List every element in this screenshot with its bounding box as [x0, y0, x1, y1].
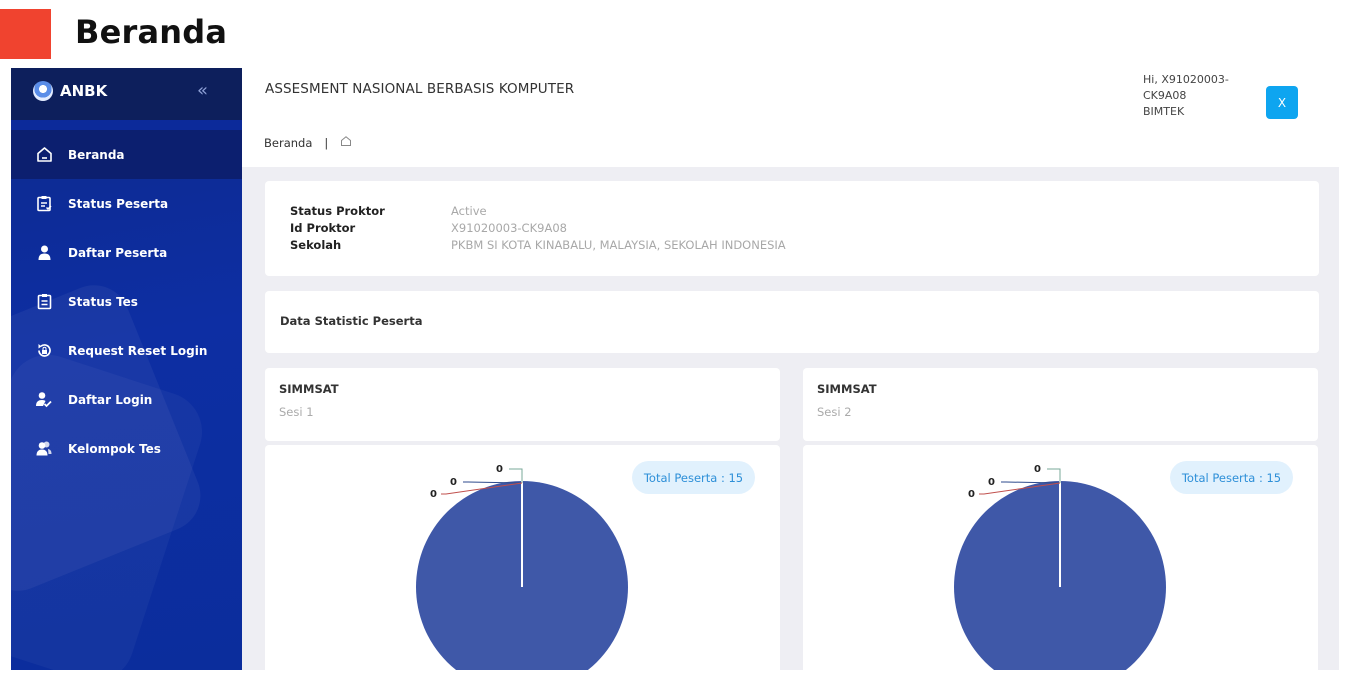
sidebar-item-label: Status Tes: [68, 294, 138, 309]
user-avatar-button[interactable]: X: [1266, 86, 1298, 119]
info-row: Status Proktor Active: [290, 204, 487, 218]
sidebar-item-label: Daftar Login: [68, 392, 153, 407]
sidebar-item-label: Kelompok Tes: [68, 441, 161, 456]
total-peserta-badge: Total Peserta : 15: [632, 461, 755, 494]
statistic-title: Data Statistic Peserta: [280, 314, 423, 328]
sidebar-item-kelompok-tes[interactable]: Kelompok Tes: [11, 424, 242, 473]
pie-data-label: 0: [988, 477, 995, 488]
app-window: ANBK « Beranda Status Peserta: [11, 68, 1339, 670]
home-outline-icon[interactable]: [340, 135, 352, 150]
pie-chart: 0 0 0: [954, 464, 1166, 670]
sidebar-nav: Beranda Status Peserta Daftar Peserta: [11, 130, 242, 473]
sidebar-item-beranda[interactable]: Beranda: [11, 130, 242, 179]
session-subtitle: Sesi 2: [817, 405, 852, 419]
statistic-card: Data Statistic Peserta: [265, 291, 1319, 353]
info-value: X91020003-CK9A08: [451, 221, 567, 235]
reset-icon: [35, 342, 53, 360]
session-chart-card-1: 0 0 0 Total Peserta : 15: [265, 445, 780, 670]
page-title: ASSESMENT NASIONAL BERBASIS KOMPUTER: [265, 81, 575, 97]
sidebar-item-status-peserta[interactable]: Status Peserta: [11, 179, 242, 228]
total-peserta-badge: Total Peserta : 15: [1170, 461, 1293, 494]
sidebar-header: ANBK «: [11, 68, 242, 120]
session-subtitle: Sesi 1: [279, 405, 314, 419]
pie-data-label: 0: [430, 489, 437, 500]
clipboard-check-icon: [35, 195, 53, 213]
info-row: Sekolah PKBM SI KOTA KINABALU, MALAYSIA,…: [290, 238, 786, 252]
pie-leader-line: [463, 481, 523, 484]
user-info: Hi, X91020003-CK9A08 BIMTEK: [1143, 72, 1243, 120]
users-icon: [35, 440, 53, 458]
clipboard-list-icon: [35, 293, 53, 311]
pie-leader-line: [979, 482, 1061, 495]
pie-data-label: 0: [1034, 464, 1041, 475]
home-icon: [35, 146, 53, 164]
session-title: SIMMSAT: [817, 382, 877, 396]
breadcrumb-item[interactable]: Beranda: [264, 135, 313, 150]
sidebar-item-daftar-login[interactable]: Daftar Login: [11, 375, 242, 424]
sidebar-item-status-tes[interactable]: Status Tes: [11, 277, 242, 326]
session-card-2: SIMMSAT Sesi 2: [803, 368, 1318, 441]
info-key: Status Proktor: [290, 204, 385, 218]
slide-title: Beranda: [75, 13, 228, 51]
slide-header: Beranda: [0, 0, 1350, 68]
double-chevron-left-icon[interactable]: «: [197, 80, 209, 101]
logo[interactable]: ANBK: [33, 81, 107, 101]
sidebar-strip: [11, 120, 242, 130]
pie-chart: 0 0 0: [416, 464, 628, 670]
breadcrumb-separator: |: [324, 135, 329, 150]
info-key: Sekolah: [290, 238, 342, 252]
logo-text: ANBK: [60, 82, 108, 100]
info-value: Active: [451, 204, 487, 218]
session-card-1: SIMMSAT Sesi 1: [265, 368, 780, 441]
breadcrumb: Beranda |: [264, 135, 352, 150]
session-chart-card-2: 0 0 0 Total Peserta : 15: [803, 445, 1318, 670]
proktor-info-card: Status Proktor Active Id Proktor X910200…: [265, 181, 1319, 276]
pie-leader-line: [441, 482, 523, 495]
sidebar-item-label: Status Peserta: [68, 196, 169, 211]
sidebar: ANBK « Beranda Status Peserta: [11, 68, 242, 670]
pie-data-label: 0: [496, 464, 503, 475]
pie-data-label: 0: [968, 489, 975, 500]
pie-leader-line: [509, 468, 523, 483]
pie-data-label: 0: [450, 477, 457, 488]
pie-leader-line: [1047, 468, 1061, 483]
session-title: SIMMSAT: [279, 382, 339, 396]
info-value: PKBM SI KOTA KINABALU, MALAYSIA, SEKOLAH…: [451, 238, 786, 252]
user-icon: [35, 244, 53, 262]
pie-leader-line: [1001, 481, 1061, 484]
tut-wuri-logo-icon: [33, 81, 53, 101]
sidebar-item-label: Beranda: [68, 147, 125, 162]
info-row: Id Proktor X91020003-CK9A08: [290, 221, 567, 235]
info-key: Id Proktor: [290, 221, 356, 235]
slide-accent-block: [0, 9, 51, 59]
user-role: BIMTEK: [1143, 105, 1185, 118]
top-bar: ASSESMENT NASIONAL BERBASIS KOMPUTER Ber…: [242, 68, 1339, 167]
sidebar-item-daftar-peserta[interactable]: Daftar Peserta: [11, 228, 242, 277]
sidebar-item-label: Request Reset Login: [68, 343, 208, 358]
user-check-icon: [35, 391, 53, 409]
sidebar-item-request-reset-login[interactable]: Request Reset Login: [11, 326, 242, 375]
user-greeting: Hi, X91020003-CK9A08: [1143, 73, 1229, 102]
sidebar-item-label: Daftar Peserta: [68, 245, 168, 260]
